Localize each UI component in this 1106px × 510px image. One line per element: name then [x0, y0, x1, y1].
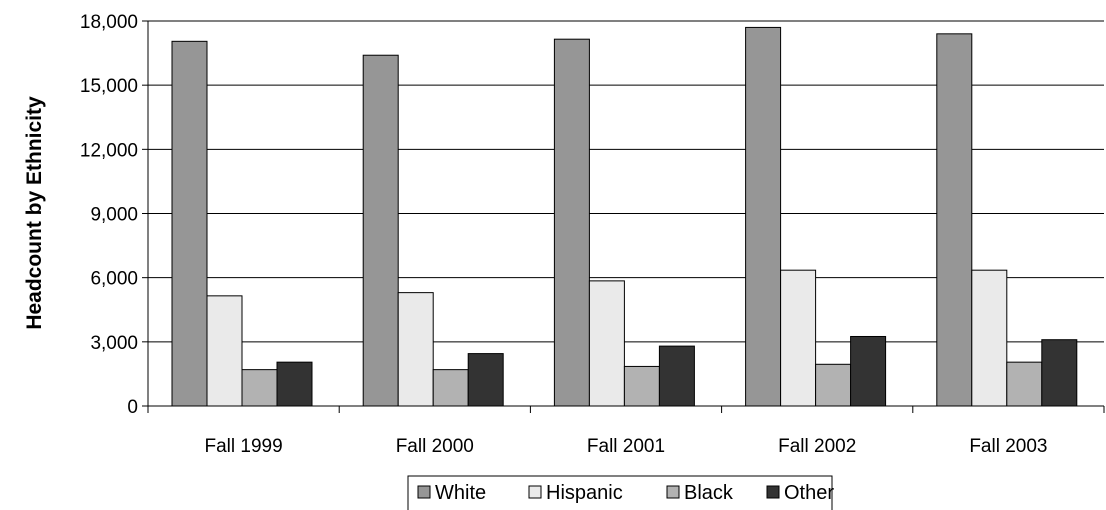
legend-label-black: Black	[684, 482, 734, 504]
legend-label-hispanic: Hispanic	[546, 482, 623, 504]
bar-white-fall-1999	[171, 40, 208, 407]
x-tick-label: Fall 1999	[205, 436, 283, 457]
bar-black-fall-2000	[432, 369, 469, 407]
bar-other-fall-2002	[850, 335, 887, 407]
bar-other-fall-2001	[658, 345, 695, 407]
bar-white-fall-2000	[362, 54, 399, 407]
bar-white-fall-2003	[936, 33, 973, 407]
bar-hispanic-fall-2003	[971, 269, 1008, 407]
bar-hispanic-fall-1999	[206, 295, 243, 407]
bar-hispanic-fall-2002	[780, 269, 817, 407]
y-tick-label: 0	[127, 397, 138, 418]
legend-swatch-other	[766, 485, 780, 499]
legend-label-white: White	[435, 482, 486, 504]
y-tick-label: 9,000	[90, 205, 138, 226]
bar-white-fall-2001	[553, 38, 590, 407]
bar-other-fall-2000	[467, 353, 504, 407]
y-tick-labels: 0 3,000 6,000 9,000 12,000 15,000 18,000	[80, 12, 138, 418]
y-tick-label: 3,000	[90, 333, 138, 354]
x-tick-labels: Fall 1999 Fall 2000 Fall 2001 Fall 2002 Fall…	[205, 436, 1048, 457]
legend-label-other: Other	[784, 482, 834, 504]
y-tick-label: 18,000	[80, 12, 138, 33]
legend-box	[407, 475, 833, 510]
bar-black-fall-1999	[241, 369, 278, 407]
y-axis-title: Headcount by Ethnicity	[23, 96, 46, 330]
x-tick-label: Fall 2000	[396, 436, 474, 457]
bar-black-fall-2002	[815, 363, 852, 407]
bar-white-fall-2002	[745, 26, 782, 407]
y-tick-label: 12,000	[80, 140, 138, 161]
bar-other-fall-2003	[1041, 339, 1078, 407]
y-tick-label: 6,000	[90, 269, 138, 290]
x-tick-label: Fall 2003	[969, 436, 1047, 457]
x-tick-label: Fall 2002	[778, 436, 856, 457]
legend-swatch-hispanic	[528, 485, 542, 499]
bar-hispanic-fall-2001	[588, 280, 625, 407]
legend-swatch-black	[666, 485, 680, 499]
bars	[171, 26, 1078, 407]
y-tick-label: 15,000	[80, 76, 138, 97]
bar-black-fall-2003	[1006, 361, 1043, 407]
legend: White Hispanic Black Other	[407, 475, 834, 510]
legend-swatch-white	[417, 485, 431, 499]
axes	[142, 20, 1105, 413]
bar-black-fall-2001	[623, 365, 660, 407]
bar-other-fall-1999	[276, 361, 313, 407]
x-tick-label: Fall 2001	[587, 436, 665, 457]
bar-hispanic-fall-2000	[397, 292, 434, 407]
